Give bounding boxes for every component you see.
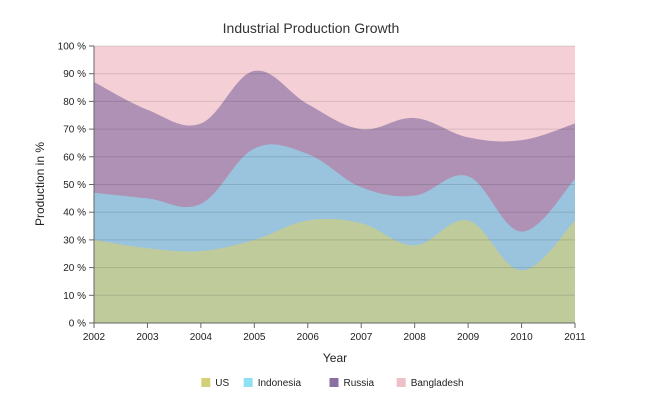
legend-item-russia[interactable]: Russia xyxy=(329,378,375,389)
y-tick-label: 90 % xyxy=(63,69,86,80)
legend-label: Russia xyxy=(344,378,375,389)
legend-swatch xyxy=(201,378,211,387)
area-layer xyxy=(94,46,575,323)
y-tick-label: 40 % xyxy=(63,208,86,219)
y-tick-label: 100 % xyxy=(58,42,86,53)
legend-label: Bangladesh xyxy=(411,378,464,389)
x-tick-label: 2002 xyxy=(83,332,106,343)
y-tick-label: 30 % xyxy=(63,235,86,246)
x-tick-label: 2011 xyxy=(564,332,586,343)
y-tick-label: 60 % xyxy=(63,152,86,163)
legend-swatch xyxy=(396,378,406,387)
legend-item-us[interactable]: US xyxy=(201,378,230,389)
x-tick-label: 2008 xyxy=(404,332,427,343)
x-tick-label: 2006 xyxy=(297,332,320,343)
axes: 0 % 10 % 20 % 30 % 40 % 50 % 60 % 70 % 80 % 90 % 1… xyxy=(58,42,587,344)
y-axis-title: Production in % xyxy=(33,142,47,226)
x-tick-label: 2004 xyxy=(190,332,213,343)
legend: US Indonesia Russia Bangladesh xyxy=(201,378,464,389)
x-tick-label: 2010 xyxy=(510,332,533,343)
legend-swatch xyxy=(329,378,339,387)
x-tick-label: 2003 xyxy=(136,332,159,343)
x-tick-label: 2005 xyxy=(243,332,266,343)
legend-swatch xyxy=(243,378,253,387)
legend-label: Indonesia xyxy=(258,378,302,389)
legend-item-indonesia[interactable]: Indonesia xyxy=(243,378,302,389)
y-tick-label: 70 % xyxy=(63,125,86,136)
area-series-us[interactable] xyxy=(94,218,575,323)
x-axis-title: Year xyxy=(323,351,347,365)
y-tick-label: 50 % xyxy=(63,180,86,191)
legend-label: US xyxy=(215,378,229,389)
y-tick-label: 0 % xyxy=(69,319,86,330)
legend-item-bangladesh[interactable]: Bangladesh xyxy=(396,378,464,389)
chart-title: Industrial Production Growth xyxy=(223,20,400,36)
y-tick-label: 20 % xyxy=(63,263,86,274)
x-tick-label: 2007 xyxy=(350,332,373,343)
x-tick-label: 2009 xyxy=(457,332,480,343)
y-tick-label: 80 % xyxy=(63,97,86,108)
gridlines xyxy=(94,45,575,324)
y-tick-label: 10 % xyxy=(63,291,86,302)
